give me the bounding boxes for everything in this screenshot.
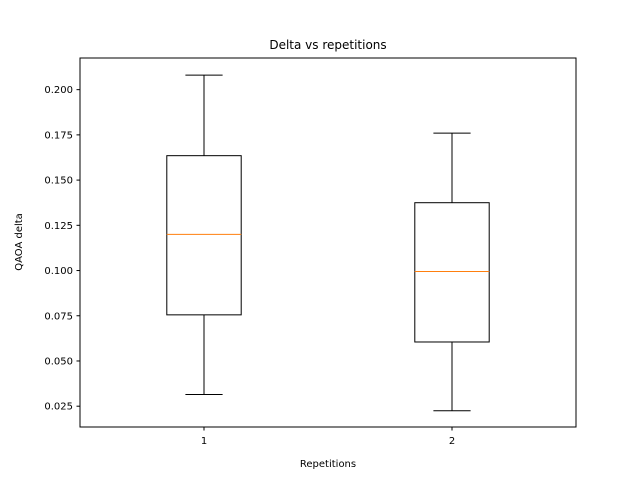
y-tick-label: 0.200 [44, 85, 73, 96]
x-tick-label: 2 [449, 436, 455, 447]
box-iqr [166, 155, 242, 316]
y-tick-label: 0.075 [44, 311, 73, 322]
y-tick-label: 0.150 [44, 176, 73, 187]
chart-title: Delta vs repetitions [269, 38, 386, 52]
y-tick-label: 0.025 [44, 402, 73, 413]
plot-area: 0.025 0.050 0.075 0.100 0.125 0.150 0.175 0.200… [44, 74, 490, 447]
y-tick-label: 0.100 [44, 266, 73, 277]
x-axis-label: Repetitions [300, 459, 356, 470]
y-tick-label: 0.175 [44, 130, 73, 141]
plot-frame [79, 57, 577, 428]
x-tick-label: 1 [201, 436, 207, 447]
y-tick-label: 0.125 [44, 221, 73, 232]
box-iqr [414, 202, 490, 343]
y-tick-label: 0.050 [44, 356, 73, 367]
y-axis-label: QAOA delta [14, 213, 25, 271]
